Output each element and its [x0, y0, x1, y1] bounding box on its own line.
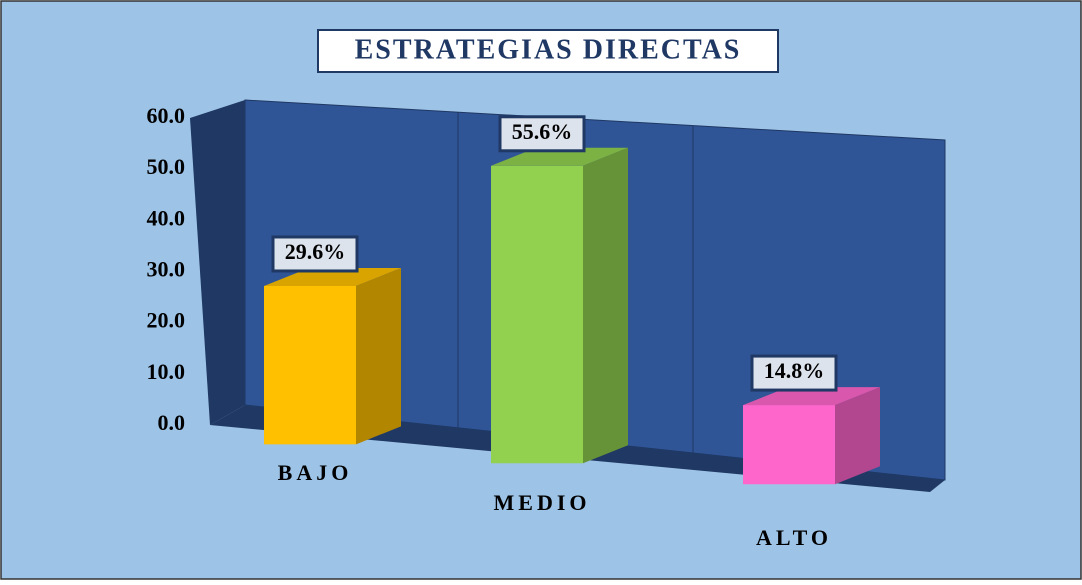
bar: [264, 285, 356, 445]
bar: [743, 405, 835, 485]
bar-side: [835, 387, 880, 485]
value-label-box: [750, 354, 838, 392]
chart-title: ESTRATEGIAS DIRECTAS: [355, 34, 742, 65]
y-tick-label: 30.0: [147, 257, 186, 282]
x-tick-label: ALTO: [756, 525, 832, 550]
value-label: 55.6%: [512, 119, 573, 144]
y-tick-label: 10.0: [147, 359, 186, 384]
bar: [491, 165, 583, 464]
y-tick-label: 40.0: [147, 205, 186, 230]
y-tick-label: 0.0: [158, 410, 186, 435]
value-label-box: [271, 235, 359, 273]
value-label: 29.6%: [285, 239, 346, 264]
bar-side: [356, 267, 401, 445]
bar-side: [583, 147, 628, 464]
y-tick-label: 50.0: [147, 154, 186, 179]
side-wall: [190, 100, 245, 425]
x-tick-label: MEDIO: [494, 490, 591, 515]
y-tick-label: 60.0: [147, 103, 186, 128]
value-label-box: [498, 115, 586, 153]
value-label: 14.8%: [764, 358, 825, 383]
x-tick-label: BAJO: [278, 460, 353, 485]
y-tick-label: 20.0: [147, 308, 186, 333]
title-box: [317, 29, 779, 73]
